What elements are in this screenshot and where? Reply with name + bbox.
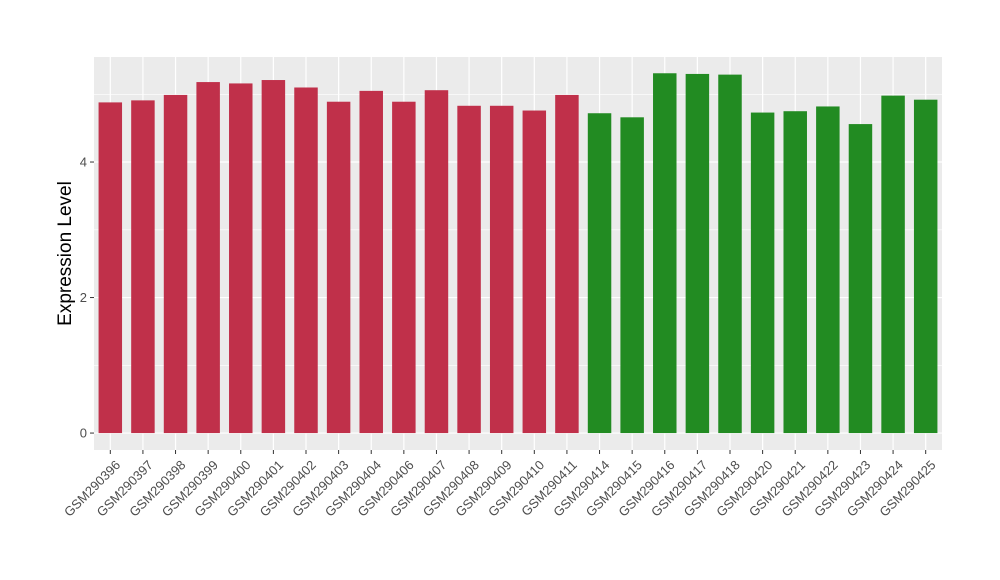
y-axis-title: Expression Level bbox=[55, 181, 76, 326]
bar-GSM290404 bbox=[359, 90, 383, 434]
bar-GSM290401 bbox=[261, 80, 286, 434]
y-tick-label: 4 bbox=[80, 155, 87, 170]
bar-GSM290421 bbox=[783, 111, 807, 434]
bar-GSM290403 bbox=[326, 101, 351, 434]
bar-GSM290423 bbox=[848, 124, 873, 434]
bar-GSM290406 bbox=[392, 101, 416, 434]
bar-GSM290420 bbox=[750, 112, 775, 434]
bar-GSM290400 bbox=[229, 83, 253, 434]
bar-GSM290397 bbox=[131, 100, 155, 434]
bar-GSM290399 bbox=[196, 82, 220, 434]
bar-GSM290407 bbox=[424, 90, 449, 434]
bar-GSM290417 bbox=[685, 73, 710, 434]
bar-GSM290416 bbox=[653, 73, 677, 434]
bar-GSM290398 bbox=[163, 94, 188, 434]
bar-GSM290422 bbox=[816, 106, 840, 434]
y-tick-label: 0 bbox=[80, 426, 87, 441]
bar-GSM290410 bbox=[522, 110, 547, 434]
bars bbox=[98, 73, 938, 434]
x-axis: GSM290396GSM290397GSM290398GSM290399GSM2… bbox=[61, 450, 939, 520]
bar-GSM290424 bbox=[881, 95, 905, 434]
bar-GSM290411 bbox=[555, 94, 579, 434]
y-axis: 0 2 4 bbox=[80, 155, 94, 441]
plot-panel bbox=[94, 57, 942, 450]
bar-GSM290418 bbox=[718, 74, 742, 434]
bar-GSM290415 bbox=[620, 117, 644, 434]
bar-GSM290409 bbox=[489, 105, 514, 434]
bar-GSM290414 bbox=[587, 113, 612, 434]
bar-GSM290425 bbox=[913, 99, 938, 434]
bar-GSM290402 bbox=[294, 87, 318, 434]
bar-GSM290408 bbox=[457, 105, 481, 434]
bar-GSM290396 bbox=[98, 102, 123, 434]
y-tick-label: 2 bbox=[80, 290, 87, 305]
